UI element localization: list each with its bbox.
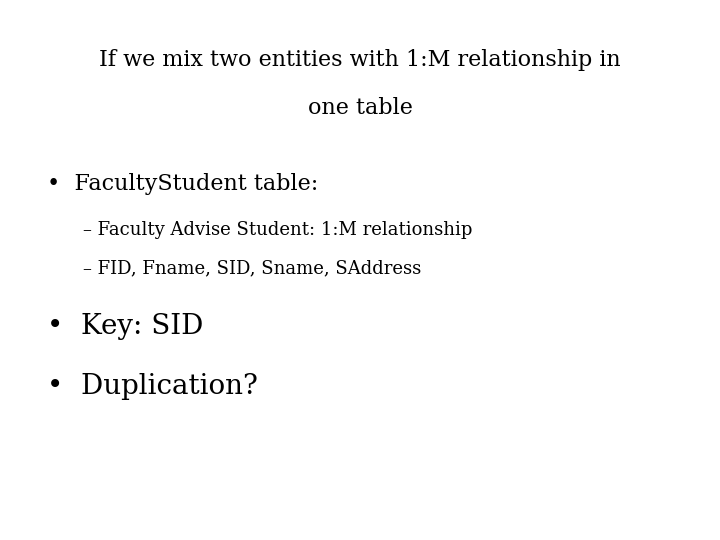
Text: •  FacultyStudent table:: • FacultyStudent table:: [47, 173, 318, 195]
Text: If we mix two entities with 1:M relationship in: If we mix two entities with 1:M relation…: [99, 49, 621, 71]
Text: •  Duplication?: • Duplication?: [47, 373, 258, 400]
Text: – Faculty Advise Student: 1:M relationship: – Faculty Advise Student: 1:M relationsh…: [83, 221, 472, 239]
Text: one table: one table: [307, 97, 413, 119]
Text: •  Key: SID: • Key: SID: [47, 313, 203, 340]
Text: – FID, Fname, SID, Sname, SAddress: – FID, Fname, SID, Sname, SAddress: [83, 259, 421, 277]
